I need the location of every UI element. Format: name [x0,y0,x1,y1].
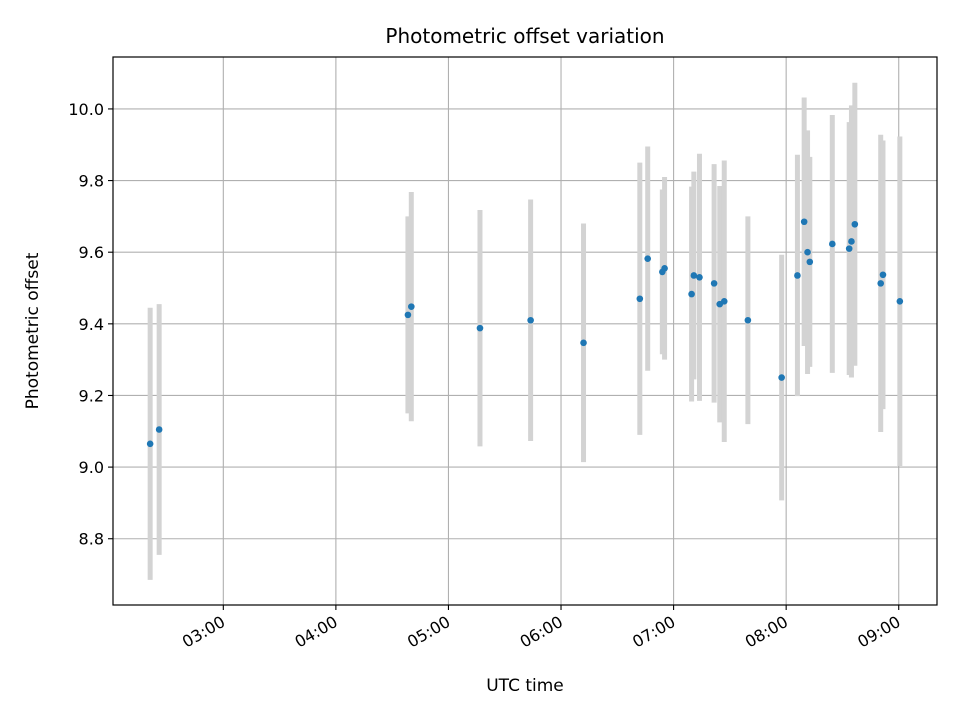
data-point [877,280,885,287]
data-point [476,324,484,332]
data-point [644,255,651,262]
y-axis-label: Photometric offset [23,252,43,409]
data-point [794,272,801,279]
y-tick-label: 9.2 [79,386,104,405]
data-point [879,271,887,279]
data-point [710,280,718,287]
data-point [848,238,855,245]
data-point [636,295,644,303]
data-point [896,297,904,305]
data-points [146,218,904,448]
data-point [829,240,836,248]
y-axis-ticks: 8.8 9.0 9.2 9.4 9.6 9.8 10.0 [68,100,113,549]
y-tick-label: 9.6 [79,243,104,262]
data-point [800,218,808,226]
data-point [661,265,668,272]
x-axis-label: UTC time [486,676,564,696]
y-tick-label: 8.8 [79,530,104,549]
y-tick-label: 9.4 [79,315,104,334]
data-point [696,273,703,281]
data-point [527,316,534,324]
data-point [580,339,587,347]
data-point [688,290,695,298]
data-point [690,272,698,279]
y-tick-label: 9.0 [79,458,104,477]
data-point [408,303,415,310]
y-tick-label: 9.8 [79,172,104,191]
data-point [720,297,728,305]
y-tick-label: 10.0 [68,100,104,119]
data-point [778,374,785,381]
data-point [806,258,814,266]
data-point [155,426,163,433]
data-point [744,316,752,324]
plot-frame [112,56,938,606]
chart-title: Photometric offset variation [385,24,664,48]
data-point [845,245,853,252]
data-point [146,440,154,448]
data-point [851,220,859,228]
data-point [404,311,412,319]
data-point [804,248,811,256]
